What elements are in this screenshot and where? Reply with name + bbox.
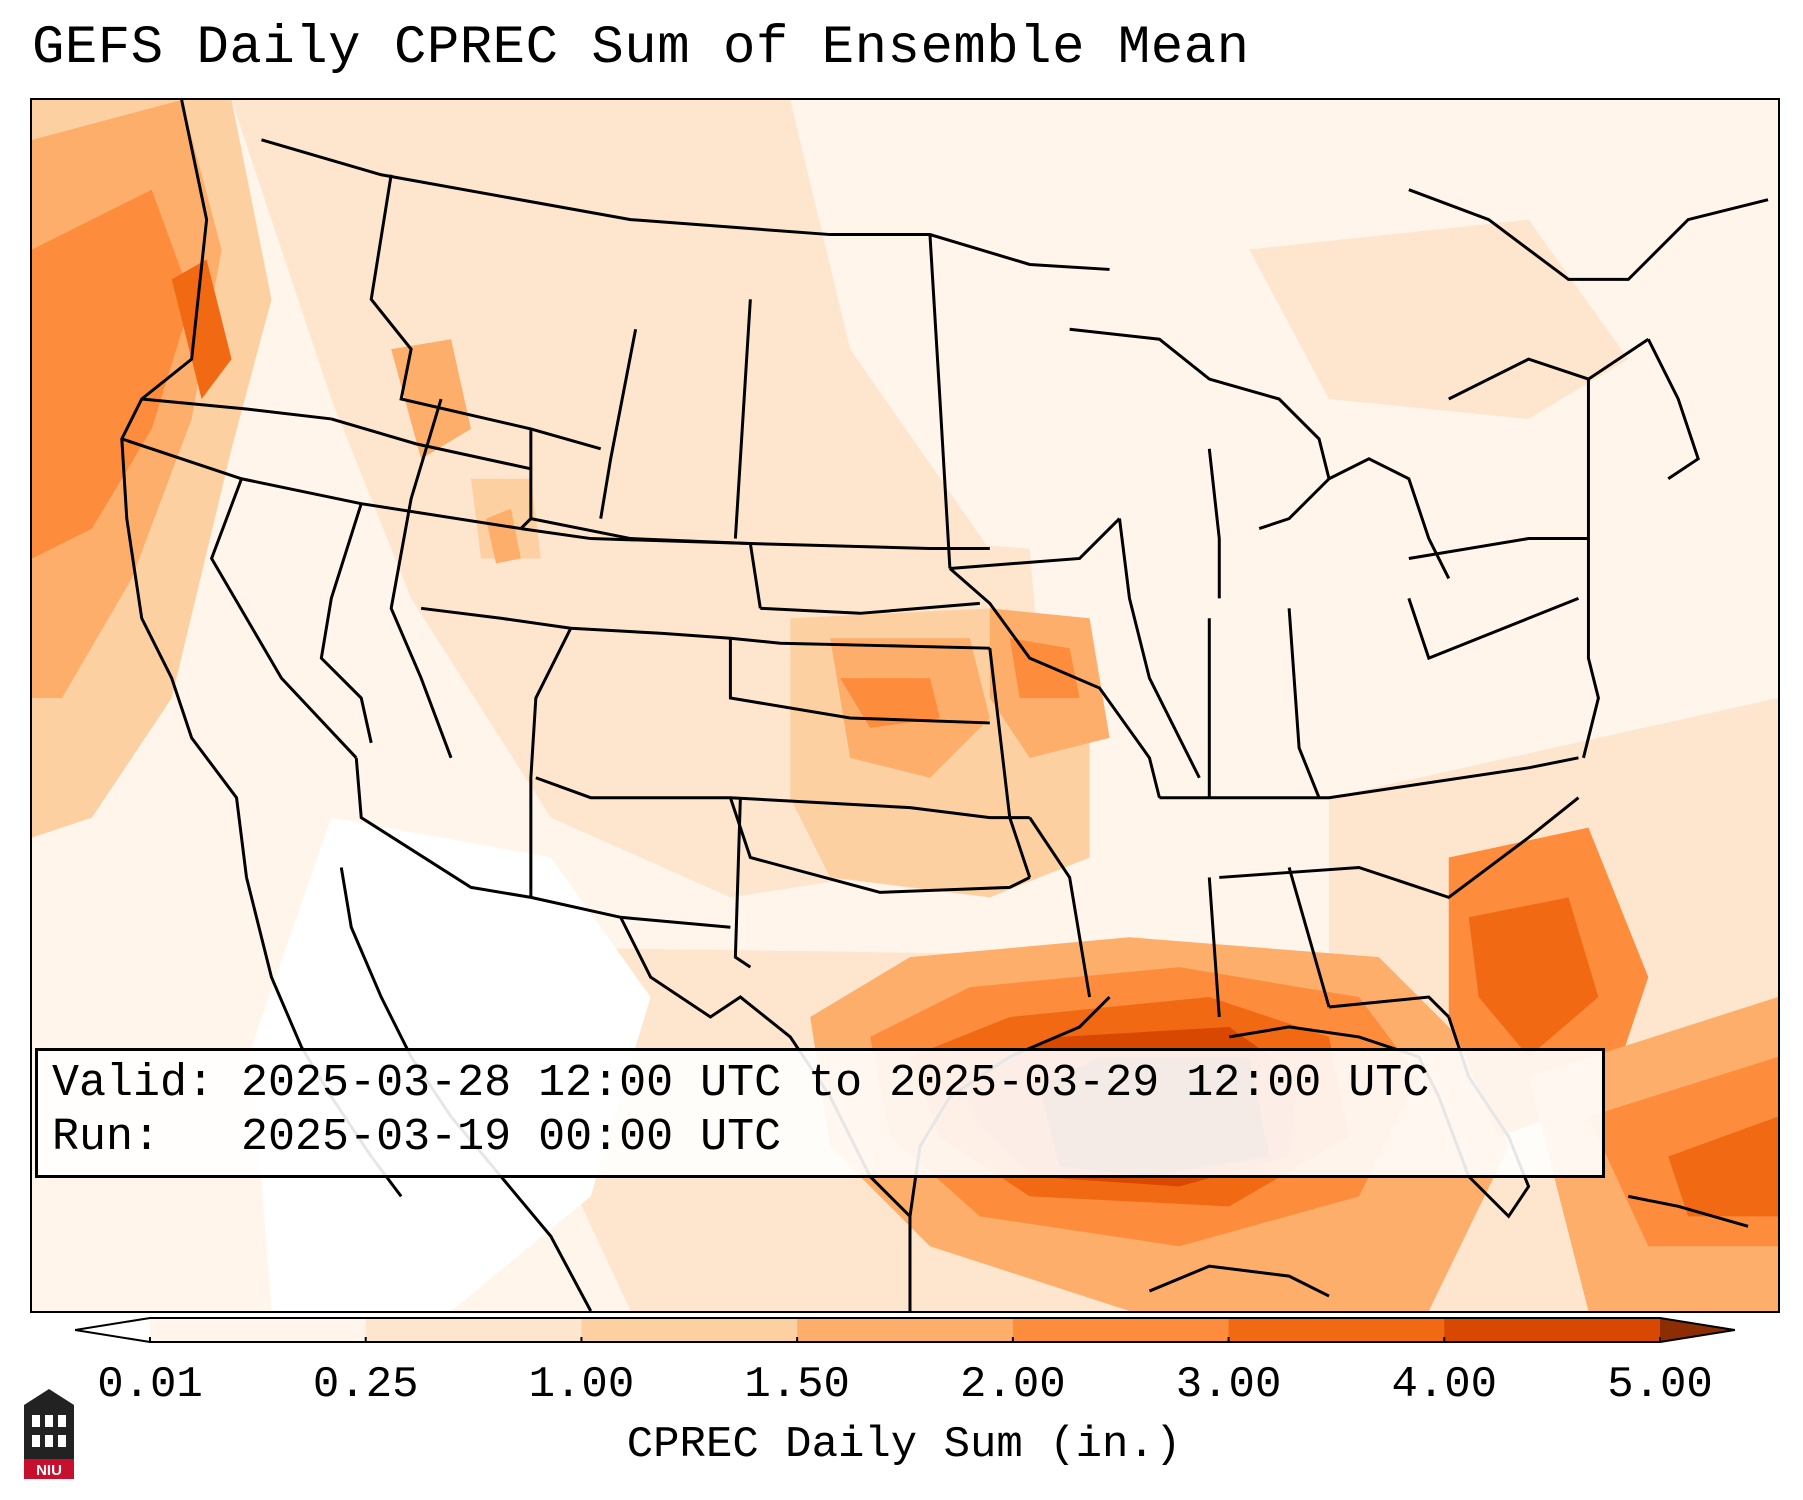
colorbar-tick-label: 3.00 [1175,1360,1282,1410]
colorbar-tick-label: 4.00 [1391,1360,1498,1410]
valid-label: Valid: [52,1058,215,1109]
colorbar-swatch [365,1318,582,1342]
colorbar-tick-label: 5.00 [1607,1360,1713,1410]
colorbar-swatch [1444,1318,1661,1342]
map-title: GEFS Daily CPREC Sum of Ensemble Mean [32,18,1250,79]
colorbar-label: CPREC Daily Sum (in.) [626,1420,1182,1470]
colorbar-extend-max [1660,1318,1735,1342]
niu-logo: NIU [24,1389,74,1479]
colorbar-swatch [150,1318,367,1342]
colorbar-swatch [1228,1318,1445,1342]
colorbar-tick-label: 1.00 [528,1360,635,1410]
colorbar-tick-label: 1.50 [744,1360,850,1410]
colorbar [75,1317,1735,1343]
logo-text: NIU [36,1462,62,1479]
colorbar-swatch [581,1318,798,1342]
colorbar-swatch [797,1318,1014,1342]
colorbar-tick-label: 0.25 [312,1360,419,1410]
info-box: Valid: 2025-03-28 12:00 UTC to 2025-03-2… [35,1048,1605,1178]
colorbar-tick-label: 2.00 [960,1360,1066,1410]
valid-value: 2025-03-28 12:00 UTC to 2025-03-29 12:00… [241,1058,1430,1109]
colorbar-extend-min [75,1318,150,1342]
run-value: 2025-03-19 00:00 UTC [241,1112,782,1163]
colorbar-tick-label: 0.01 [97,1360,203,1410]
colorbar-swatch [1012,1318,1230,1342]
run-label: Run: [52,1112,161,1163]
